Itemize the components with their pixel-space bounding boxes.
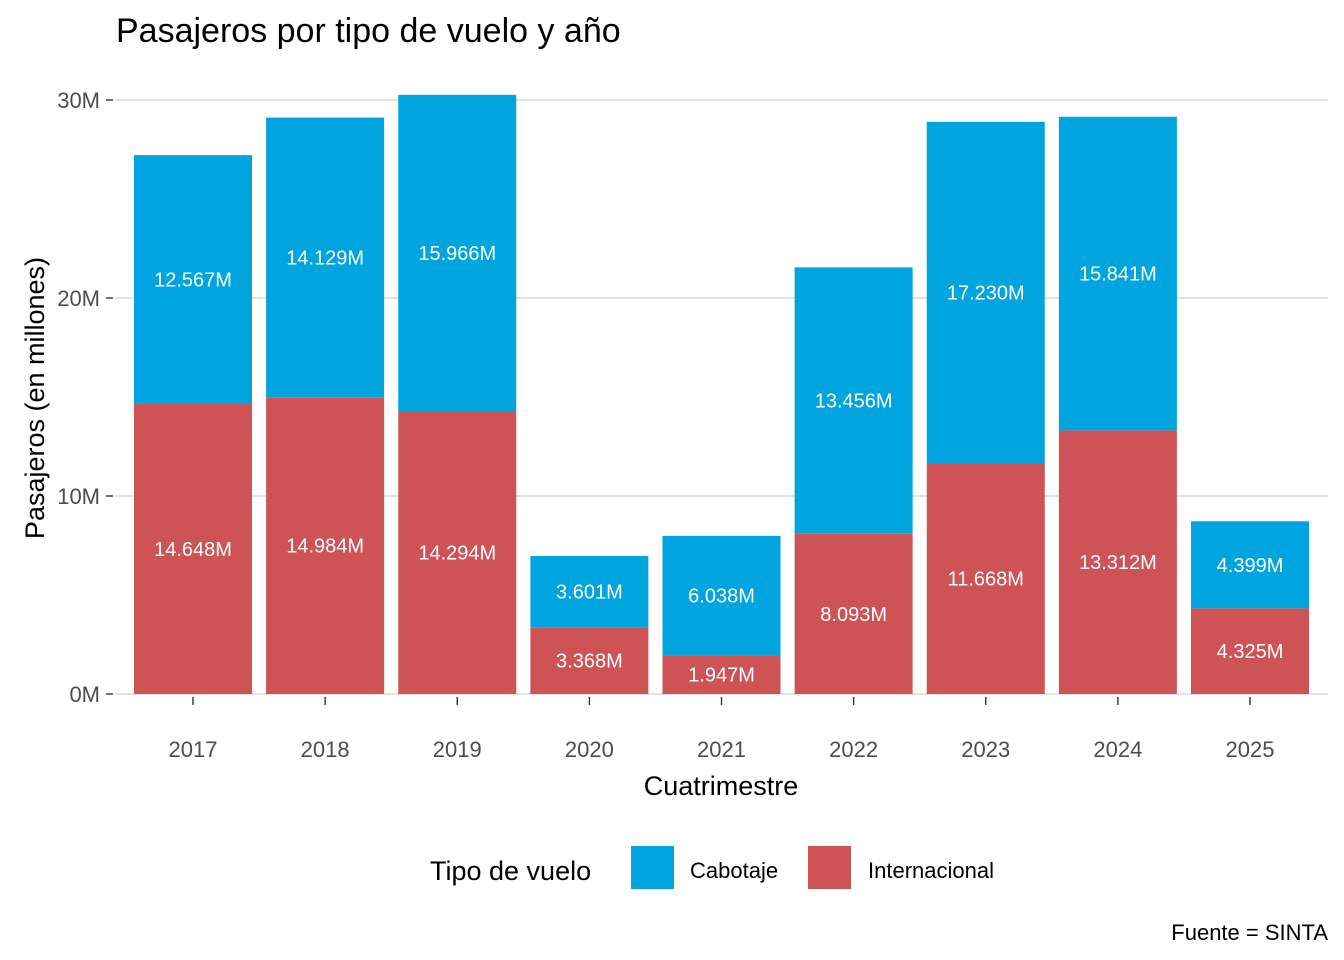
y-tick-label: 20M [57,286,100,311]
bar-cabotaje-2021 [662,535,781,656]
bar-label-cabotaje-2022: 13.456M [815,391,893,413]
bar-cabotaje-2018 [266,117,385,398]
x-tick-label: 2025 [1226,737,1275,762]
bar-internacional-2018 [266,397,385,694]
bar-label-internacional-2018: 14.984M [286,536,364,558]
y-tick-label: 10M [57,484,100,509]
bar-label-internacional-2023: 11.668M [948,568,1024,590]
x-tick-label: 2018 [301,737,350,762]
bar-internacional-2020 [530,627,649,694]
bar-internacional-2025 [1191,608,1309,694]
x-tick-label: 2021 [697,737,746,762]
bar-label-cabotaje-2020: 3.601M [556,582,623,604]
bar-label-cabotaje-2025: 4.399M [1217,555,1284,577]
y-axis-title: Pasajeros (en millones) [20,257,50,539]
caption: Fuente = SINTA [1171,920,1328,945]
bar-cabotaje-2023 [926,121,1045,463]
bars [134,94,1309,694]
legend-label-cabotaje: Cabotaje [690,858,778,883]
bar-label-cabotaje-2019: 15.966M [418,243,496,265]
bar-label-internacional-2020: 3.368M [556,651,623,673]
bar-internacional-2023 [926,462,1045,694]
x-tick-label: 2024 [1093,737,1142,762]
x-tick-label: 2023 [961,737,1010,762]
x-tick-label: 2019 [433,737,482,762]
bar-label-internacional-2017: 14.648M [154,539,232,561]
y-tick-label: 30M [57,88,100,113]
bar-label-internacional-2022: 8.093M [820,604,887,626]
bar-internacional-2019 [398,410,517,694]
bar-internacional-2021 [662,655,781,694]
bar-label-cabotaje-2021: 6.038M [688,586,755,608]
bar-cabotaje-2025 [1191,521,1309,609]
y-axis-ticks: 0M 10M 20M 30M [57,88,113,707]
bar-cabotaje-2020 [530,556,649,628]
legend-key-cabotaje [631,846,674,889]
legend-label-internacional: Internacional [868,858,994,883]
chart-title: Pasajeros por tipo de vuelo y año [116,12,621,50]
legend-key-internacional [808,846,851,889]
x-tick-label: 2022 [829,737,878,762]
x-axis-title: Cuatrimestre [644,771,799,801]
x-tick-label: 2017 [169,737,218,762]
bar-label-internacional-2021: 1.947M [688,665,755,687]
bar-cabotaje-2019 [398,94,517,411]
bar-internacional-2017 [134,403,252,694]
x-axis-ticks: 2017 2018 2019 2020 2021 2022 2023 2024 2025 [169,697,1275,762]
legend: Tipo de vuelo Cabotaje Internacional [430,846,994,889]
bar-labels: 14.648M 12.567M 14.984M 14.129M 14.294M 15.96… [154,243,1283,687]
x-tick-label: 2020 [565,737,614,762]
bar-cabotaje-2022 [794,267,913,534]
bar-label-internacional-2025: 4.325M [1217,641,1284,663]
bar-internacional-2024 [1058,430,1177,694]
bar-label-cabotaje-2017: 12.567M [154,270,232,292]
bar-label-cabotaje-2018: 14.129M [286,247,364,269]
legend-title: Tipo de vuelo [430,856,591,886]
bar-label-internacional-2019: 14.294M [418,542,496,564]
bar-label-cabotaje-2023: 17.230M [947,282,1025,304]
y-tick-label: 0M [69,682,100,707]
bar-label-cabotaje-2024: 15.841M [1079,264,1157,286]
bar-cabotaje-2024 [1058,116,1177,431]
bar-internacional-2022 [794,533,913,694]
bar-cabotaje-2017 [134,155,252,404]
bar-label-internacional-2024: 13.312M [1079,552,1157,574]
